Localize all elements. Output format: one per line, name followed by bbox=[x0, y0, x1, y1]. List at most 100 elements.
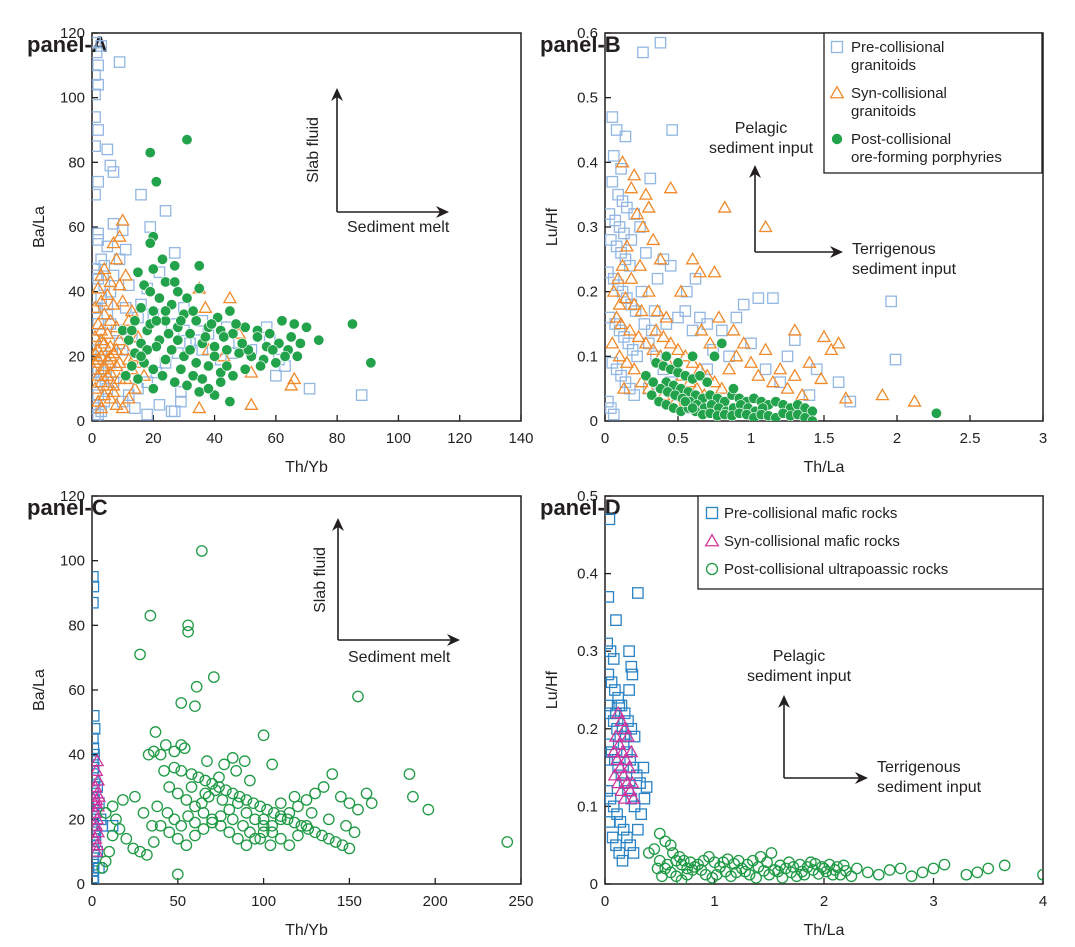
y-tick-label: 0.6 bbox=[577, 25, 598, 42]
data-point-pre bbox=[666, 124, 679, 136]
data-point-post bbox=[982, 862, 995, 875]
data-point-syn bbox=[92, 368, 106, 381]
vertical-arrow-head bbox=[749, 165, 761, 178]
data-point-post bbox=[281, 813, 294, 826]
data-point-post bbox=[820, 865, 833, 878]
data-point-post bbox=[300, 321, 312, 333]
data-point-syn bbox=[641, 200, 656, 213]
data-point-pre bbox=[701, 363, 714, 376]
data-point-pre bbox=[607, 408, 620, 421]
data-point-pre bbox=[614, 816, 627, 828]
legend-marker-syn bbox=[829, 85, 845, 99]
data-point-pre bbox=[628, 730, 641, 743]
x-tick-label: 100 bbox=[386, 430, 411, 447]
horizontal-arrow-head bbox=[855, 772, 868, 784]
data-point-pre bbox=[607, 272, 620, 285]
y-tick-label: 0.1 bbox=[577, 348, 598, 365]
data-point-syn bbox=[92, 361, 101, 375]
data-point-post bbox=[117, 794, 129, 806]
data-point-pre bbox=[101, 143, 114, 156]
data-point-pre bbox=[92, 874, 99, 884]
data-point-pre bbox=[625, 234, 638, 246]
data-point-syn bbox=[127, 381, 143, 394]
data-point-syn bbox=[618, 290, 633, 304]
data-point-syn bbox=[118, 268, 133, 281]
data-point-post bbox=[883, 864, 896, 876]
data-point-syn bbox=[624, 271, 639, 284]
data-point-pre bbox=[605, 753, 614, 766]
data-point-pre bbox=[122, 389, 135, 401]
data-point-post bbox=[998, 859, 1011, 872]
y-tick-label: 0 bbox=[590, 413, 598, 430]
data-point-syn bbox=[707, 264, 722, 278]
data-point-syn bbox=[92, 381, 103, 394]
data-point-post bbox=[135, 350, 147, 362]
data-point-post bbox=[171, 868, 184, 881]
legend-label-pre: Pre-collisional mafic rocks bbox=[724, 505, 897, 522]
data-point-pre bbox=[279, 360, 291, 372]
data-point-pre bbox=[303, 382, 316, 395]
data-point-syn bbox=[780, 381, 795, 394]
data-point-post bbox=[283, 839, 296, 852]
data-point-pre bbox=[606, 111, 619, 123]
series-post bbox=[96, 545, 514, 881]
data-point-pre bbox=[767, 292, 779, 304]
data-point-post bbox=[710, 868, 723, 881]
data-point-post bbox=[283, 807, 296, 819]
horizontal-arrow-head bbox=[830, 246, 843, 258]
y-tick-label: 0.3 bbox=[577, 643, 598, 660]
data-point-pre bbox=[657, 253, 670, 266]
data-point-syn bbox=[92, 355, 103, 368]
data-point-pre bbox=[745, 337, 757, 350]
data-point-pre bbox=[270, 369, 282, 382]
data-point-pre bbox=[654, 36, 667, 49]
x-tick-label: 1 bbox=[747, 430, 755, 447]
data-point-post bbox=[642, 847, 655, 859]
data-point-pre bbox=[634, 777, 646, 789]
data-point-post bbox=[226, 752, 239, 764]
data-point-syn bbox=[648, 323, 664, 336]
data-point-pre bbox=[159, 204, 172, 217]
data-point-post bbox=[233, 790, 246, 803]
data-point-syn bbox=[618, 752, 633, 765]
data-point-post bbox=[181, 379, 193, 391]
legend-marker-post bbox=[705, 562, 719, 576]
data-point-syn bbox=[758, 342, 773, 356]
data-point-syn bbox=[685, 252, 700, 265]
data-point-syn bbox=[622, 323, 637, 336]
data-point-pre bbox=[605, 738, 615, 751]
data-point-post bbox=[189, 800, 201, 813]
data-point-pre bbox=[92, 710, 100, 722]
data-point-pre bbox=[615, 162, 627, 175]
data-point-syn bbox=[638, 336, 653, 349]
data-point-syn bbox=[106, 378, 121, 391]
data-point-syn bbox=[711, 310, 726, 323]
panel-letter: panel-D bbox=[540, 495, 621, 520]
data-point-post bbox=[787, 861, 800, 873]
data-point-pre bbox=[92, 398, 100, 411]
data-point-syn bbox=[653, 252, 668, 265]
data-point-post bbox=[646, 389, 658, 401]
data-point-syn bbox=[765, 374, 781, 388]
data-point-post bbox=[861, 866, 874, 879]
data-point-pre bbox=[92, 36, 101, 49]
data-point-pre bbox=[92, 188, 101, 201]
data-point-pre bbox=[92, 580, 100, 593]
x-tick-label: 150 bbox=[337, 893, 362, 910]
data-point-pre bbox=[610, 124, 623, 136]
data-point-pre bbox=[730, 311, 743, 324]
data-point-syn bbox=[94, 332, 109, 346]
data-point-pre bbox=[788, 334, 801, 347]
data-point-pre bbox=[605, 402, 617, 414]
data-point-post bbox=[292, 829, 304, 842]
x-tick-label: 0 bbox=[88, 430, 96, 447]
data-point-post bbox=[916, 866, 929, 879]
data-point-post bbox=[257, 813, 270, 826]
data-point-post bbox=[171, 787, 184, 800]
data-point-syn bbox=[802, 355, 817, 368]
data-point-pre bbox=[610, 614, 622, 627]
data-point-pre bbox=[615, 369, 627, 382]
data-point-post bbox=[169, 260, 181, 272]
data-point-syn bbox=[94, 374, 109, 388]
data-point-pre bbox=[92, 570, 99, 583]
